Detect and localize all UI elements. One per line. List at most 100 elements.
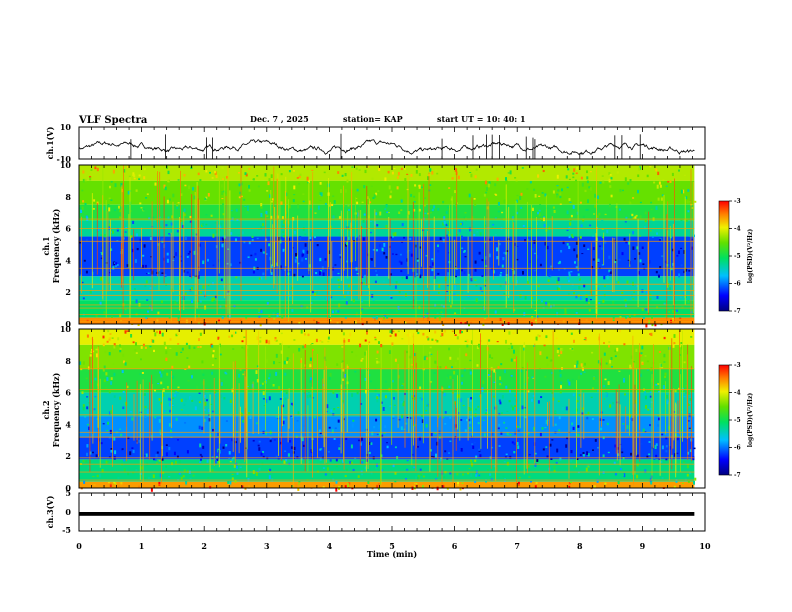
header-station: station= KAP [343,114,403,124]
ch1-spectrogram-speckle [498,242,501,246]
ch2-spectrogram-speckle [207,408,210,413]
ch2-spectrogram-speckle [119,396,122,400]
ch1-spectrogram-speckle [82,170,85,174]
ch1-spectrogram-speckle [385,204,388,208]
ch1-spectrogram-speckle [639,201,642,204]
ch2-spectrogram-speckle [626,425,629,430]
ch2-spectrogram-speckle [608,345,610,348]
ch2-spectrogram-speckle [658,351,661,353]
ch1-spectrogram-speckle [243,241,246,244]
ch2-spectrogram-speckle [150,488,153,492]
ch2-spectrogram-speckle [107,481,110,484]
ch2-spectrogram-speckle [278,386,281,390]
ch1-spectrogram-speckle [442,323,445,326]
ch2-spectrogram-speckle [683,361,686,364]
ch1-spectrogram-speckle [302,249,305,254]
ch2-spectrogram-speckle [666,400,669,405]
ch2-spectrogram-speckle [236,465,239,469]
ch1-spectrogram-speckle [431,268,434,272]
ch1-spectrogram-speckle [479,286,482,291]
ch1-spectrogram-speckle [592,247,595,251]
ch1-spectrogram-speckle [89,289,92,294]
ch1-spectrogram-speckle [665,185,668,187]
ch2-spectrogram-speckle [425,409,428,412]
ch1-spectrogram-speckle [312,241,315,244]
ch1-spectrogram-speckle [383,315,386,318]
ch1-spectrogram-speckle [437,272,440,275]
ch1-spectrogram-speckle [115,262,118,266]
time-tick-label: 3 [264,541,270,551]
ch2-spectrogram-speckle [612,393,615,396]
ch2-spectrogram-speckle [302,444,305,447]
ch2-spectrogram-speckle [485,479,487,483]
ch1-spectrogram-speckle [248,184,250,189]
ch2-spectrogram-speckle [212,349,215,353]
ch1-spectrogram-speckle [516,211,519,215]
ch1-spectrogram-speckle [363,185,366,189]
ch1-spectrogram-speckle [275,171,278,176]
ch1-spectrogram-speckle [338,286,341,288]
ch1-spectrogram-speckle [627,259,630,261]
ch2-spectrogram-speckle [419,397,422,400]
ch1-spectrogram-speckle [526,188,529,191]
ch1-spectrogram-speckle [447,229,450,231]
ch2-spectrogram-speckle [244,447,247,450]
ch1-spectrogram-speckle [470,278,473,282]
ch2-spectrogram-speckle [303,389,306,393]
ch1-spectrogram-speckle [435,168,437,173]
ch1-spectrogram-speckle [606,275,609,280]
ch2-spectrogram-speckle [214,459,217,464]
ch2-spectrogram-speckle [570,450,573,454]
ch1-spectrogram-speckle [230,263,232,267]
ch2-spectrogram-speckle [654,445,657,450]
ch1-spectrogram-speckle [637,174,640,178]
ch1-spectrogram-speckle [583,284,586,288]
ch2-spectrogram-speckle [646,455,649,458]
ch1-spectrogram-speckle [538,209,541,212]
ch2-spectrogram-speckle [108,337,111,341]
ch2-spectrogram-speckle [149,345,152,348]
ch2-spectrogram-speckle [180,409,183,411]
ch1-spectrogram-speckle [166,199,169,204]
ch1-spectrogram-speckle [299,173,302,176]
ch1-colorbar-tick-label: -6 [734,281,741,288]
ch2-spectrogram-speckle [201,369,204,373]
ch2-spectrogram-speckle [528,411,531,414]
ch2-spectrogram-speckle [401,414,403,419]
ch1-spectrogram-speckle [558,260,561,264]
ch1-spectrogram-speckle [485,191,488,194]
ch2-colorbar-tick-label: -4 [734,390,741,397]
ch1-spectrogram-speckle [473,198,476,200]
ch2-spectrogram-speckle [105,387,108,389]
ch1-spectrogram-speckle [119,209,122,213]
ch1-spectrogram-speckle [681,306,684,309]
ch2-spectrogram-speckle [558,416,561,420]
ch1-spectrogram-speckle [579,201,582,204]
ch2-spectrogram-speckle [425,424,428,428]
ch2-spectrogram-speckle [207,477,210,479]
ch1-spectrogram-band [79,317,695,324]
ch1-spectrogram-speckle [454,266,457,268]
ch2-spectrogram-speckle [573,339,575,343]
ch2-spectrogram-speckle [289,360,291,362]
ch2-spectrogram-speckle [614,349,617,353]
ch1-spectrogram-speckle [99,301,102,305]
ch1-spectrogram-speckle [545,301,547,306]
ch2-spectrogram-speckle [490,478,493,481]
ch2-spectrogram-speckle [440,335,442,337]
ch1-spectrogram-speckle [286,212,289,216]
ch2-spectrogram-ytick-label: 2 [65,451,71,461]
ch2-spectrogram-speckle [301,437,304,442]
ch1-spectrogram-speckle [501,264,504,268]
ch1-spectrogram-speckle [82,200,85,203]
ch1-spectrogram-speckle [552,206,555,209]
ch2-spectrogram-speckle [414,482,416,485]
ch1-spectrogram-speckle [164,274,167,278]
ch1-spectrogram-speckle [254,258,257,261]
ch2-spectrogram-speckle [189,477,192,480]
ch1-spectrogram-speckle [260,225,263,230]
ch2-spectrogram-speckle [153,349,155,353]
ch2-spectrogram-speckle [89,409,92,412]
ch2-spectrogram-speckle [266,419,269,421]
ch1-spectrogram-speckle [418,208,421,212]
